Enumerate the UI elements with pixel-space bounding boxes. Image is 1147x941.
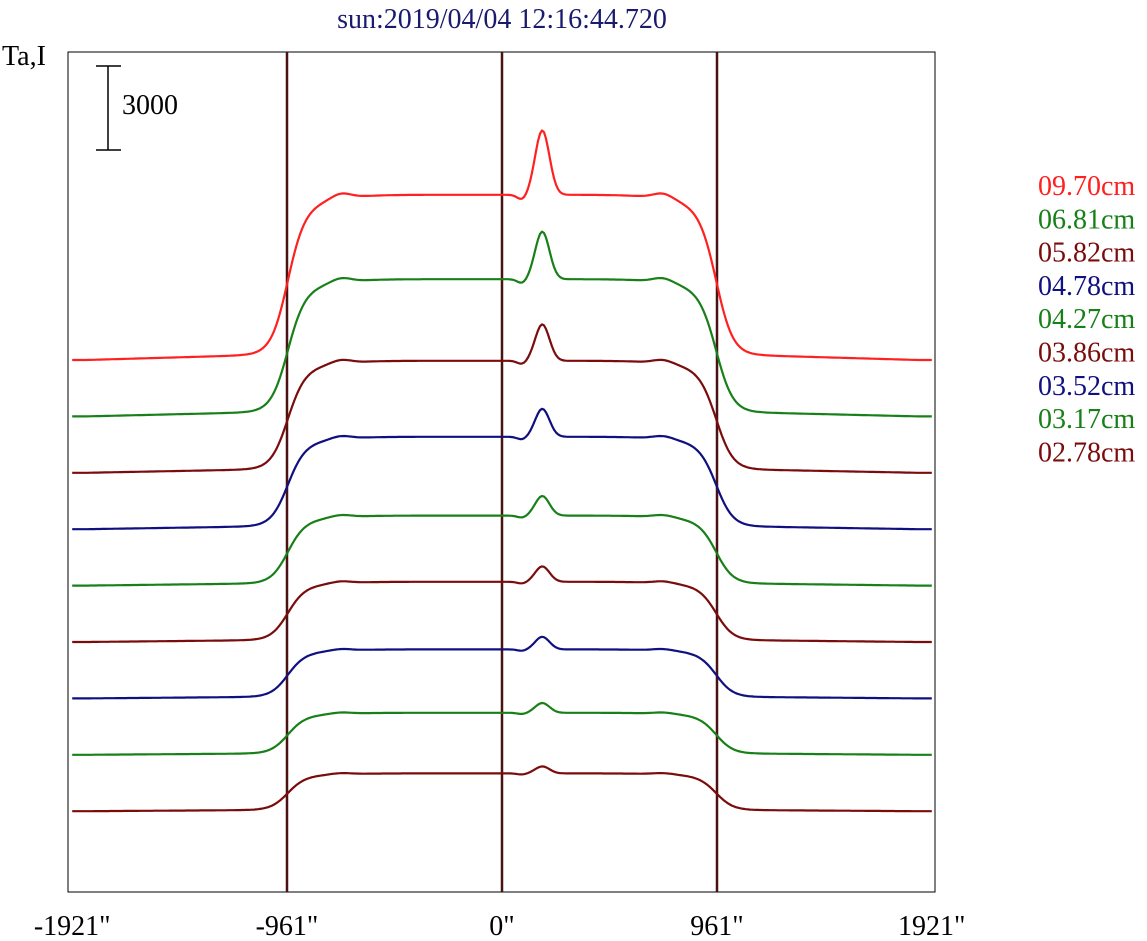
y-axis-label: Ta,I	[2, 41, 46, 72]
series-line-04.27cm	[72, 494, 932, 587]
x-axis-ticks: -1921" -961" 0" 961" 1921"	[34, 911, 966, 941]
legend-item: 04.78cm	[1038, 271, 1135, 302]
series-line-03.17cm	[72, 701, 932, 756]
legend-item: 04.27cm	[1038, 304, 1135, 335]
legend-item: 06.81cm	[1038, 204, 1135, 235]
x-tick-label: -961"	[256, 911, 319, 941]
legend: 09.70cm06.81cm05.82cm04.78cm04.27cm03.86…	[1038, 171, 1135, 468]
legend-item: 03.52cm	[1038, 371, 1135, 402]
series-lines	[72, 129, 932, 813]
series-line-06.81cm	[72, 230, 932, 418]
legend-item: 03.86cm	[1038, 338, 1135, 369]
series-line-03.52cm	[72, 635, 932, 700]
legend-item: 05.82cm	[1038, 238, 1135, 269]
legend-item: 09.70cm	[1038, 171, 1135, 202]
legend-item: 03.17cm	[1038, 404, 1135, 435]
series-line-05.82cm	[72, 323, 932, 474]
reference-lines	[285, 52, 719, 892]
legend-item: 02.78cm	[1038, 437, 1135, 468]
series-line-03.86cm	[72, 565, 932, 644]
series-line-02.78cm	[72, 765, 932, 813]
series-line-09.70cm	[72, 129, 932, 362]
x-tick-label: 1921"	[898, 911, 965, 941]
series-line-04.78cm	[72, 407, 932, 531]
chart-title: sun:2019/04/04 12:16:44.720	[337, 4, 667, 35]
scale-bar: 3000	[96, 65, 178, 151]
x-tick-label: -1921"	[34, 911, 111, 941]
scale-bar-label: 3000	[122, 90, 178, 121]
x-tick-label: 0"	[489, 911, 514, 941]
x-tick-label: 961"	[690, 911, 743, 941]
